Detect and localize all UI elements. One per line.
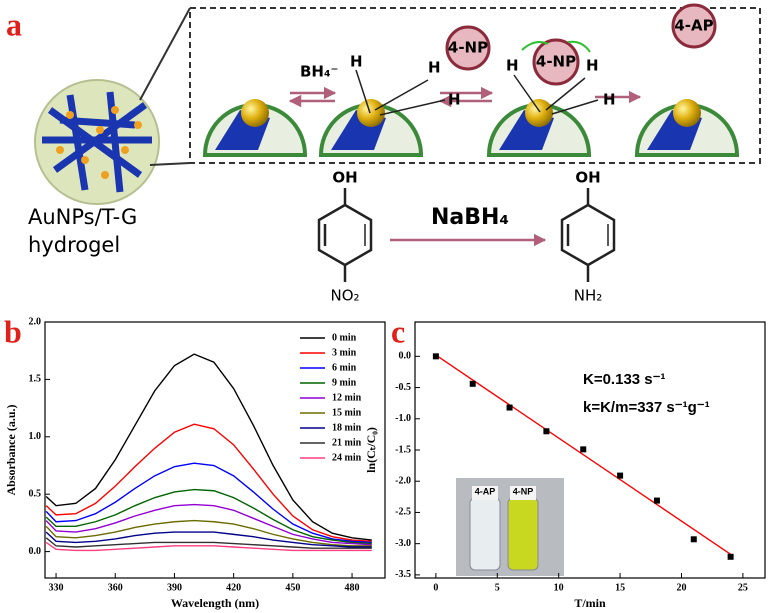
series-line: [45, 537, 372, 549]
y-tick-label: -2.5: [395, 507, 411, 518]
y-tick-label: -1.0: [395, 413, 411, 424]
legend-label: 3 min: [332, 347, 357, 358]
data-point: [690, 536, 697, 543]
group: OH: [332, 169, 357, 187]
y-tick-label: -1.5: [395, 444, 411, 455]
x-tick-label: 450: [285, 582, 300, 593]
x-tick-label: 20: [676, 582, 686, 593]
x-tick-label: 360: [108, 582, 123, 593]
arrows: [288, 86, 642, 247]
reagent: NaBH₄: [431, 205, 509, 230]
x-tick-label: 390: [167, 582, 182, 593]
plot-frame: [44, 321, 386, 579]
hydrogen: H: [448, 91, 461, 109]
x-tick-label: 25: [738, 582, 748, 593]
x-axis-label: Wavelength (nm): [171, 596, 259, 610]
data-point: [432, 353, 439, 360]
molecule-label: 4-NP: [448, 39, 488, 57]
data-point: [506, 404, 513, 411]
series-line: [45, 462, 372, 544]
data-point: [617, 472, 624, 479]
series-line: [45, 531, 372, 548]
y-tick-label: -0.5: [395, 382, 411, 393]
data-point: [580, 446, 587, 453]
annotation: K=0.133 s⁻¹: [583, 371, 666, 388]
hydrogen: H: [428, 59, 441, 77]
series-line: [45, 423, 372, 542]
legend-label: 9 min: [332, 377, 357, 388]
y-tick-label: -3.5: [395, 569, 411, 580]
data-point: [543, 428, 550, 435]
y-tick-label: -3.0: [395, 538, 411, 549]
series-line: [45, 353, 372, 541]
group: NH₂: [574, 287, 603, 305]
y-tick-label: 1.5: [29, 374, 42, 385]
inset-photo: [456, 478, 564, 576]
data-point: [469, 380, 476, 387]
series-line: [45, 488, 372, 545]
x-tick-label: 420: [226, 582, 241, 593]
material-label: AuNPs/T-G: [28, 205, 137, 229]
hydrogen: H: [603, 91, 616, 109]
legend-label: 21 min: [332, 437, 362, 448]
molecule: [671, 3, 717, 49]
hydrogel-icon: [34, 7, 191, 205]
y-tick-label: 0.5: [29, 488, 42, 499]
scheme-box: [189, 7, 761, 164]
molecule: [445, 25, 491, 71]
y-tick-label: 2.0: [29, 316, 42, 327]
x-axis-label: T/min: [574, 596, 606, 610]
molecule-label: 4-AP: [674, 17, 713, 35]
bonds: [355, 69, 599, 116]
data-point: [653, 497, 660, 504]
y-tick-label: 0.0: [29, 546, 42, 557]
molecule: [532, 38, 580, 86]
x-tick-label: 10: [554, 582, 564, 593]
x-tick-label: 0: [433, 582, 438, 593]
x-tick-label: 15: [615, 582, 625, 593]
vibration: [521, 40, 591, 53]
hydrogen: H: [586, 57, 599, 75]
panel-label: b: [4, 313, 22, 349]
hydrogen: H: [506, 57, 519, 75]
x-tick-label: 5: [495, 582, 500, 593]
x-tick-label: 330: [49, 582, 64, 593]
y-tick-label: 0.0: [399, 351, 412, 362]
inset-label: 4-AP: [475, 486, 496, 496]
legend-label: 12 min: [332, 392, 362, 403]
y-axis-label: ln(Cₜ/C₀): [364, 427, 378, 473]
legend-label: 24 min: [332, 452, 362, 463]
panel-label: a: [6, 6, 22, 42]
group: NO₂: [330, 287, 359, 305]
y-axis-label: Absorbance (a.u.): [4, 404, 18, 495]
legend-label: 15 min: [332, 407, 362, 418]
series-line: [45, 519, 372, 547]
data-point: [727, 553, 734, 560]
fit-line: [435, 354, 732, 555]
y-tick-label: -2.0: [395, 476, 411, 487]
hydrogen: H: [350, 53, 363, 71]
panel-label: c: [391, 313, 405, 349]
particles: [202, 97, 739, 157]
reductant: BH₄⁻: [300, 63, 338, 81]
annotation: k=K/m=337 s⁻¹g⁻¹: [583, 399, 710, 416]
legend-label: 6 min: [332, 362, 357, 373]
legend-label: 18 min: [332, 422, 362, 433]
series-line: [45, 541, 372, 552]
material-label: hydrogel: [28, 233, 120, 257]
rings: [317, 188, 616, 282]
y-tick-label: 1.0: [29, 431, 42, 442]
series-line: [45, 503, 372, 546]
x-tick-label: 480: [345, 582, 360, 593]
inset-label: 4-NP: [513, 486, 534, 496]
legend-label: 0 min: [332, 332, 357, 343]
molecule-label: 4-NP: [536, 53, 576, 71]
group: OH: [575, 169, 600, 187]
